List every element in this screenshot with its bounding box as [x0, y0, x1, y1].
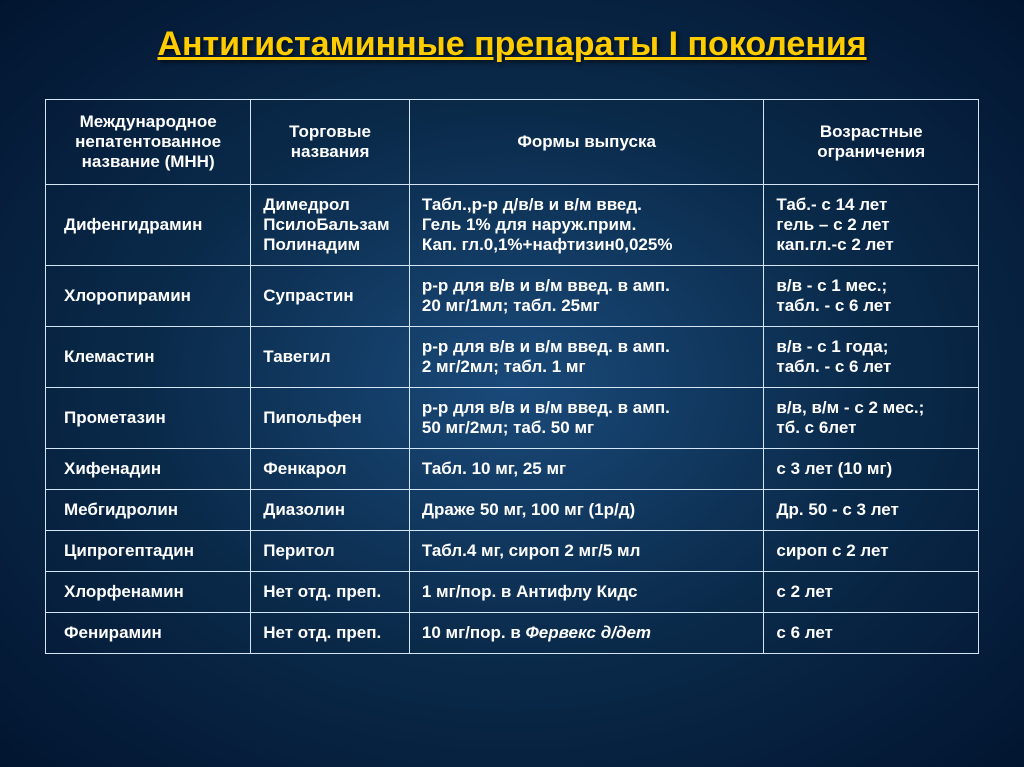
cell-mnn: Ципрогептадин	[46, 531, 251, 572]
cell-form: р-р для в/в и в/м введ. в амп.2 мг/2мл; …	[409, 327, 764, 388]
page-title: Антигистаминные препараты I поколения	[45, 25, 979, 64]
cell-trade: Фенкарол	[251, 449, 410, 490]
cell-mnn: Дифенгидрамин	[46, 185, 251, 266]
table-row: ПрометазинПипольфенр-р для в/в и в/м вве…	[46, 388, 979, 449]
col-header-mnn: Международное непатентованное название (…	[46, 100, 251, 185]
cell-trade: Супрастин	[251, 266, 410, 327]
cell-age: в/в - с 1 года;табл. - с 6 лет	[764, 327, 979, 388]
table-row: КлемастинТавегилр-р для в/в и в/м введ. …	[46, 327, 979, 388]
cell-mnn: Клемастин	[46, 327, 251, 388]
table-row: ХлорфенаминНет отд. преп.1 мг/пор. в Ант…	[46, 572, 979, 613]
cell-age: Др. 50 - с 3 лет	[764, 490, 979, 531]
cell-trade: Диазолин	[251, 490, 410, 531]
cell-mnn: Прометазин	[46, 388, 251, 449]
cell-form: Табл.4 мг, сироп 2 мг/5 мл	[409, 531, 764, 572]
cell-trade: Нет отд. преп.	[251, 572, 410, 613]
table-row: ФенираминНет отд. преп.10 мг/пор. в Ферв…	[46, 613, 979, 654]
cell-age: Таб.- с 14 летгель – с 2 леткап.гл.-с 2 …	[764, 185, 979, 266]
cell-mnn: Хлоропирамин	[46, 266, 251, 327]
table-row: ХлоропираминСупрастинр-р для в/в и в/м в…	[46, 266, 979, 327]
cell-mnn: Хлорфенамин	[46, 572, 251, 613]
cell-form: Табл. 10 мг, 25 мг	[409, 449, 764, 490]
cell-mnn: Фенирамин	[46, 613, 251, 654]
col-header-form: Формы выпуска	[409, 100, 764, 185]
cell-mnn: Хифенадин	[46, 449, 251, 490]
table-body: ДифенгидраминДимедролПсилоБальзамПолинад…	[46, 185, 979, 654]
drug-table: Международное непатентованное название (…	[45, 99, 979, 654]
cell-trade: Нет отд. преп.	[251, 613, 410, 654]
cell-form: Драже 50 мг, 100 мг (1р/д)	[409, 490, 764, 531]
cell-age: с 3 лет (10 мг)	[764, 449, 979, 490]
cell-mnn: Мебгидролин	[46, 490, 251, 531]
cell-age: с 6 лет	[764, 613, 979, 654]
cell-age: в/в, в/м - с 2 мес.;тб. с 6лет	[764, 388, 979, 449]
cell-form: 10 мг/пор. в Фервекс д/дет	[409, 613, 764, 654]
cell-trade: Пипольфен	[251, 388, 410, 449]
cell-form: 1 мг/пор. в Антифлу Кидс	[409, 572, 764, 613]
cell-form: Табл.,р-р д/в/в и в/м введ.Гель 1% для н…	[409, 185, 764, 266]
table-header-row: Международное непатентованное название (…	[46, 100, 979, 185]
cell-age: сироп с 2 лет	[764, 531, 979, 572]
cell-age: с 2 лет	[764, 572, 979, 613]
table-row: МебгидролинДиазолинДраже 50 мг, 100 мг (…	[46, 490, 979, 531]
col-header-age: Возрастные ограничения	[764, 100, 979, 185]
cell-trade: ДимедролПсилоБальзамПолинадим	[251, 185, 410, 266]
cell-trade: Перитол	[251, 531, 410, 572]
col-header-trade: Торговые названия	[251, 100, 410, 185]
table-row: ЦипрогептадинПеритолТабл.4 мг, сироп 2 м…	[46, 531, 979, 572]
cell-trade: Тавегил	[251, 327, 410, 388]
cell-form: р-р для в/в и в/м введ. в амп.50 мг/2мл;…	[409, 388, 764, 449]
table-row: ДифенгидраминДимедролПсилоБальзамПолинад…	[46, 185, 979, 266]
cell-form: р-р для в/в и в/м введ. в амп.20 мг/1мл;…	[409, 266, 764, 327]
table-row: ХифенадинФенкаролТабл. 10 мг, 25 мгс 3 л…	[46, 449, 979, 490]
cell-age: в/в - с 1 мес.;табл. - с 6 лет	[764, 266, 979, 327]
